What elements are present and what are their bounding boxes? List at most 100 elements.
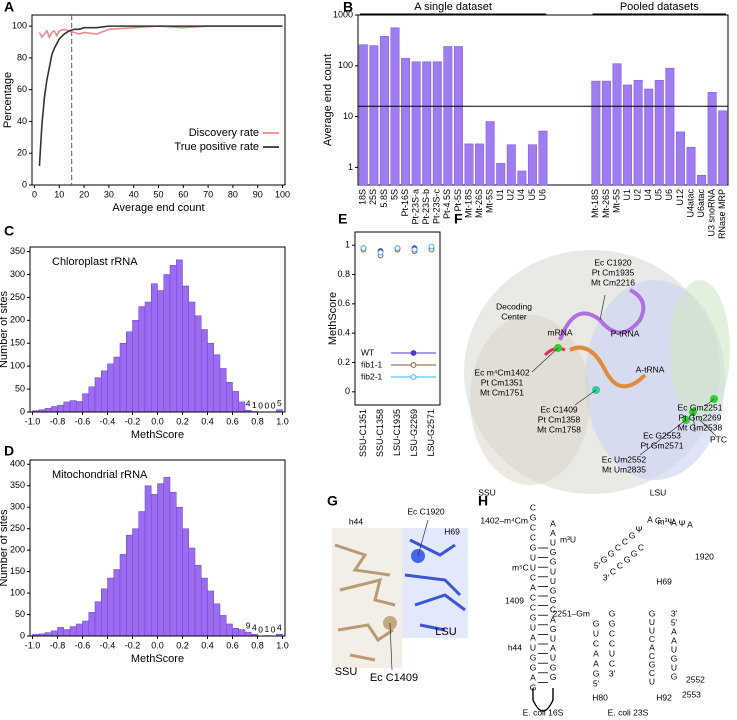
x-tick-label: U6 [537,189,547,201]
nucleotide: U [550,566,556,576]
bar [201,329,208,413]
bar [612,63,622,186]
nucleotide: G [601,554,608,564]
nucleotide: G [550,547,557,557]
y-tick-label: 40 [17,116,27,126]
x-tick-label: 0.6 [226,416,239,426]
structure-label: m³U [560,534,576,544]
y-tick-label: 50 [15,609,25,619]
point [428,243,435,250]
structure-label: LSU [435,626,456,638]
nucleotide: G [550,557,557,567]
point [377,249,384,256]
nucleotide: G [550,595,557,605]
nucleotide: 5′ [594,560,601,570]
nucleotide: U [649,625,655,635]
x-tick-label: 40 [129,189,139,199]
structure-art [332,250,730,712]
structure-label: 1409 [505,595,524,605]
x-tick-label: -0.6 [75,416,91,426]
y-axis-title: Number of sites [0,290,10,368]
y-tick-label: 0.2 [337,357,350,367]
structure-label: Mt Gm2538 [678,422,723,432]
structure-label: Ec C1920 [407,506,445,516]
nucleotide: 5′ [671,617,678,627]
bar [697,175,707,186]
bar [244,631,252,637]
nucleotide: A [593,648,599,658]
structure-label: P-tRNA [611,328,640,338]
nucleotide: C [649,634,655,644]
y-tick-label: 400 [10,459,25,469]
nucleotide: U [530,562,536,572]
nucleotide: U [550,633,556,643]
nucleotide: G [649,659,656,669]
x-tick-label: Pt-16S [400,189,410,217]
nucleotide: G [671,671,678,681]
nucleotide: C [617,560,623,570]
panel-label: B [343,0,353,15]
bar [69,400,77,413]
bar [82,620,89,637]
nucleotide: A [687,519,693,529]
y-tick-label: 150 [10,338,25,348]
x-tick-label: -0.8 [50,640,66,650]
bar [176,506,183,637]
ssu-sticks [332,528,402,668]
nucleotide: C [610,566,616,576]
nucleotide: G [629,530,636,540]
x-tick-label: RNase MRP [717,189,727,239]
nucleotide: G [631,548,638,558]
bar [707,92,717,186]
nucleotide: G [530,662,537,672]
x-tick-label: 100 [275,189,290,199]
panel-label: F [454,211,463,227]
series-line [38,25,283,166]
bar [207,590,214,637]
nucleotide: G [624,554,631,564]
legend-label: fib1-1 [361,359,383,369]
x-axis-title: MethScore [131,653,184,665]
bar [44,632,52,637]
nucleotide: 3′ [671,608,678,618]
x-tick-label: -0.4 [100,640,116,650]
y-tick-label: 1000 [333,9,353,19]
y-axis-title: MethScore [327,292,339,345]
bar [601,80,611,186]
nucleotide: G [530,542,537,552]
point [394,245,401,252]
structure-label: 1920 [695,551,714,561]
y-tick-label: 1 [345,240,350,250]
x-tick-label: 50 [153,189,163,199]
x-tick-label: 0.2 [176,640,189,650]
bar [101,588,108,637]
bar [496,163,506,186]
y-axis-title: Average end count [322,54,334,146]
nucleotide: C [649,651,655,661]
x-tick-label: Mt-26S [474,189,484,218]
x-tick-label: -0.6 [75,640,91,650]
x-tick-label: U1 [622,189,632,201]
nucleotide: C [609,638,615,648]
bar [213,603,221,637]
nucleotide: G [671,653,678,663]
leader [389,519,429,671]
nucleotide: U [649,676,655,686]
structure-label: Ec G2553 [643,430,681,440]
structure-label: mRNA [547,327,572,337]
bar [201,577,208,637]
nucleotide: U [593,628,599,638]
x-tick-label: U4 [516,189,526,201]
nucleotide: G [609,608,616,618]
bar [238,401,246,413]
nucleotide: A [550,528,556,538]
value-label: 1 [265,624,270,634]
nucleotide: G [550,585,557,595]
lsu-shape [670,280,730,420]
y-axis-title: Percentage [2,72,14,128]
bar [232,628,239,637]
structure-label: SSU [335,666,358,678]
panel-label: G [327,493,338,509]
bar [63,401,71,413]
bar [76,401,83,413]
